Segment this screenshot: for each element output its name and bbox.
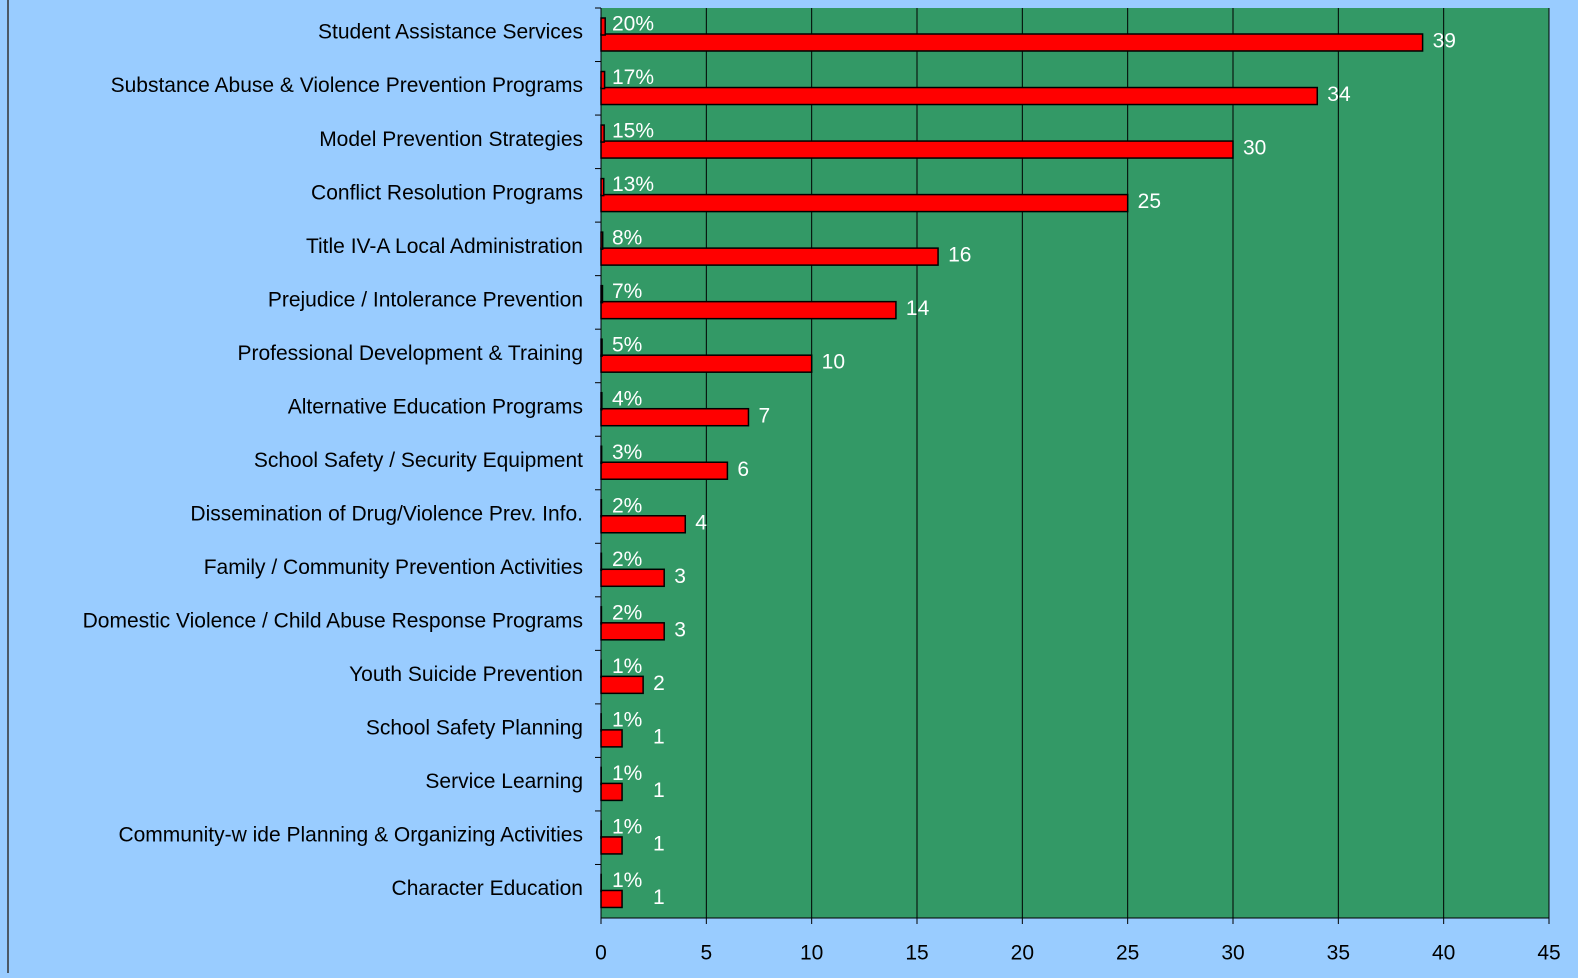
- category-label: Substance Abuse & Violence Prevention Pr…: [111, 74, 583, 97]
- x-tick-label: 40: [1432, 942, 1455, 965]
- bar: [601, 355, 812, 372]
- bar: [601, 446, 602, 463]
- bar: [601, 623, 664, 640]
- value-label: 25: [1138, 190, 1161, 213]
- value-label: 1%: [612, 655, 642, 678]
- category-label: School Safety Planning: [366, 717, 583, 740]
- value-label: 16: [948, 244, 971, 267]
- bar: [601, 18, 605, 35]
- value-label: 1: [653, 779, 665, 802]
- category-label: Family / Community Prevention Activities: [204, 556, 583, 579]
- x-tick-label: 35: [1327, 942, 1350, 965]
- bar: [601, 339, 602, 356]
- value-label: 2: [653, 672, 665, 695]
- bar: [601, 34, 1423, 51]
- x-tick-label: 30: [1221, 942, 1244, 965]
- value-label: 6: [737, 458, 749, 481]
- value-label: 20%: [612, 13, 654, 36]
- bar: [601, 232, 603, 249]
- bar: [601, 569, 664, 586]
- category-label: Alternative Education Programs: [288, 395, 583, 418]
- x-tick-label: 10: [800, 942, 823, 965]
- bar: [601, 676, 643, 693]
- x-tick-label: 25: [1116, 942, 1139, 965]
- bar: [601, 783, 622, 800]
- category-label: Domestic Violence / Child Abuse Response…: [83, 610, 583, 633]
- bar: [601, 516, 685, 533]
- category-label: Professional Development & Training: [237, 342, 583, 365]
- value-label: 2%: [612, 494, 642, 517]
- category-label: Student Assistance Services: [318, 21, 583, 44]
- category-label: School Safety / Security Equipment: [254, 449, 583, 472]
- value-label: 1%: [612, 869, 642, 892]
- bar: [601, 302, 896, 319]
- x-tick-label: 20: [1011, 942, 1034, 965]
- value-label: 7: [758, 404, 770, 427]
- value-label: 1: [653, 725, 665, 748]
- value-label: 1%: [612, 815, 642, 838]
- value-label: 15%: [612, 120, 654, 143]
- value-label: 2%: [612, 601, 642, 624]
- category-label: Dissemination of Drug/Violence Prev. Inf…: [190, 502, 583, 525]
- category-label: Community-w ide Planning & Organizing Ac…: [118, 824, 583, 847]
- x-tick-label: 0: [595, 942, 607, 965]
- value-label: 13%: [612, 173, 654, 196]
- x-tick-label: 45: [1537, 942, 1560, 965]
- bar: [601, 179, 604, 196]
- value-label: 34: [1327, 83, 1351, 106]
- value-label: 1%: [612, 708, 642, 731]
- bar: [601, 72, 605, 89]
- value-label: 1: [653, 832, 665, 855]
- value-label: 30: [1243, 137, 1266, 160]
- value-label: 4%: [612, 387, 642, 410]
- category-label: Prejudice / Intolerance Prevention: [268, 288, 583, 311]
- category-label: Service Learning: [425, 770, 583, 793]
- bar: [601, 286, 602, 303]
- value-label: 5%: [612, 334, 642, 357]
- value-label: 7%: [612, 280, 642, 303]
- bar: [601, 409, 748, 426]
- bar: [601, 393, 602, 410]
- category-label: Conflict Resolution Programs: [311, 181, 583, 204]
- category-label: Model Prevention Strategies: [319, 128, 583, 151]
- bar: [601, 195, 1128, 212]
- value-label: 14: [906, 297, 930, 320]
- value-label: 3%: [612, 441, 642, 464]
- bar: [601, 248, 938, 265]
- value-label: 2%: [612, 548, 642, 571]
- value-label: 1: [653, 886, 665, 909]
- category-label: Character Education: [392, 877, 583, 900]
- bar: [601, 141, 1233, 158]
- value-label: 10: [822, 351, 845, 374]
- bar: [601, 890, 622, 907]
- x-tick-label: 15: [905, 942, 928, 965]
- bar: [601, 88, 1317, 105]
- x-tick-label: 5: [700, 942, 712, 965]
- value-label: 3: [674, 565, 686, 588]
- value-label: 4: [695, 511, 707, 534]
- bar: [601, 125, 604, 142]
- bar: [601, 837, 622, 854]
- value-label: 39: [1433, 30, 1456, 53]
- bar: [601, 730, 622, 747]
- value-label: 17%: [612, 66, 654, 89]
- category-label: Youth Suicide Prevention: [349, 663, 583, 686]
- category-label: Title IV-A Local Administration: [306, 235, 583, 258]
- value-label: 8%: [612, 227, 642, 250]
- value-label: 1%: [612, 762, 642, 785]
- value-label: 3: [674, 618, 686, 641]
- bar: [601, 462, 727, 479]
